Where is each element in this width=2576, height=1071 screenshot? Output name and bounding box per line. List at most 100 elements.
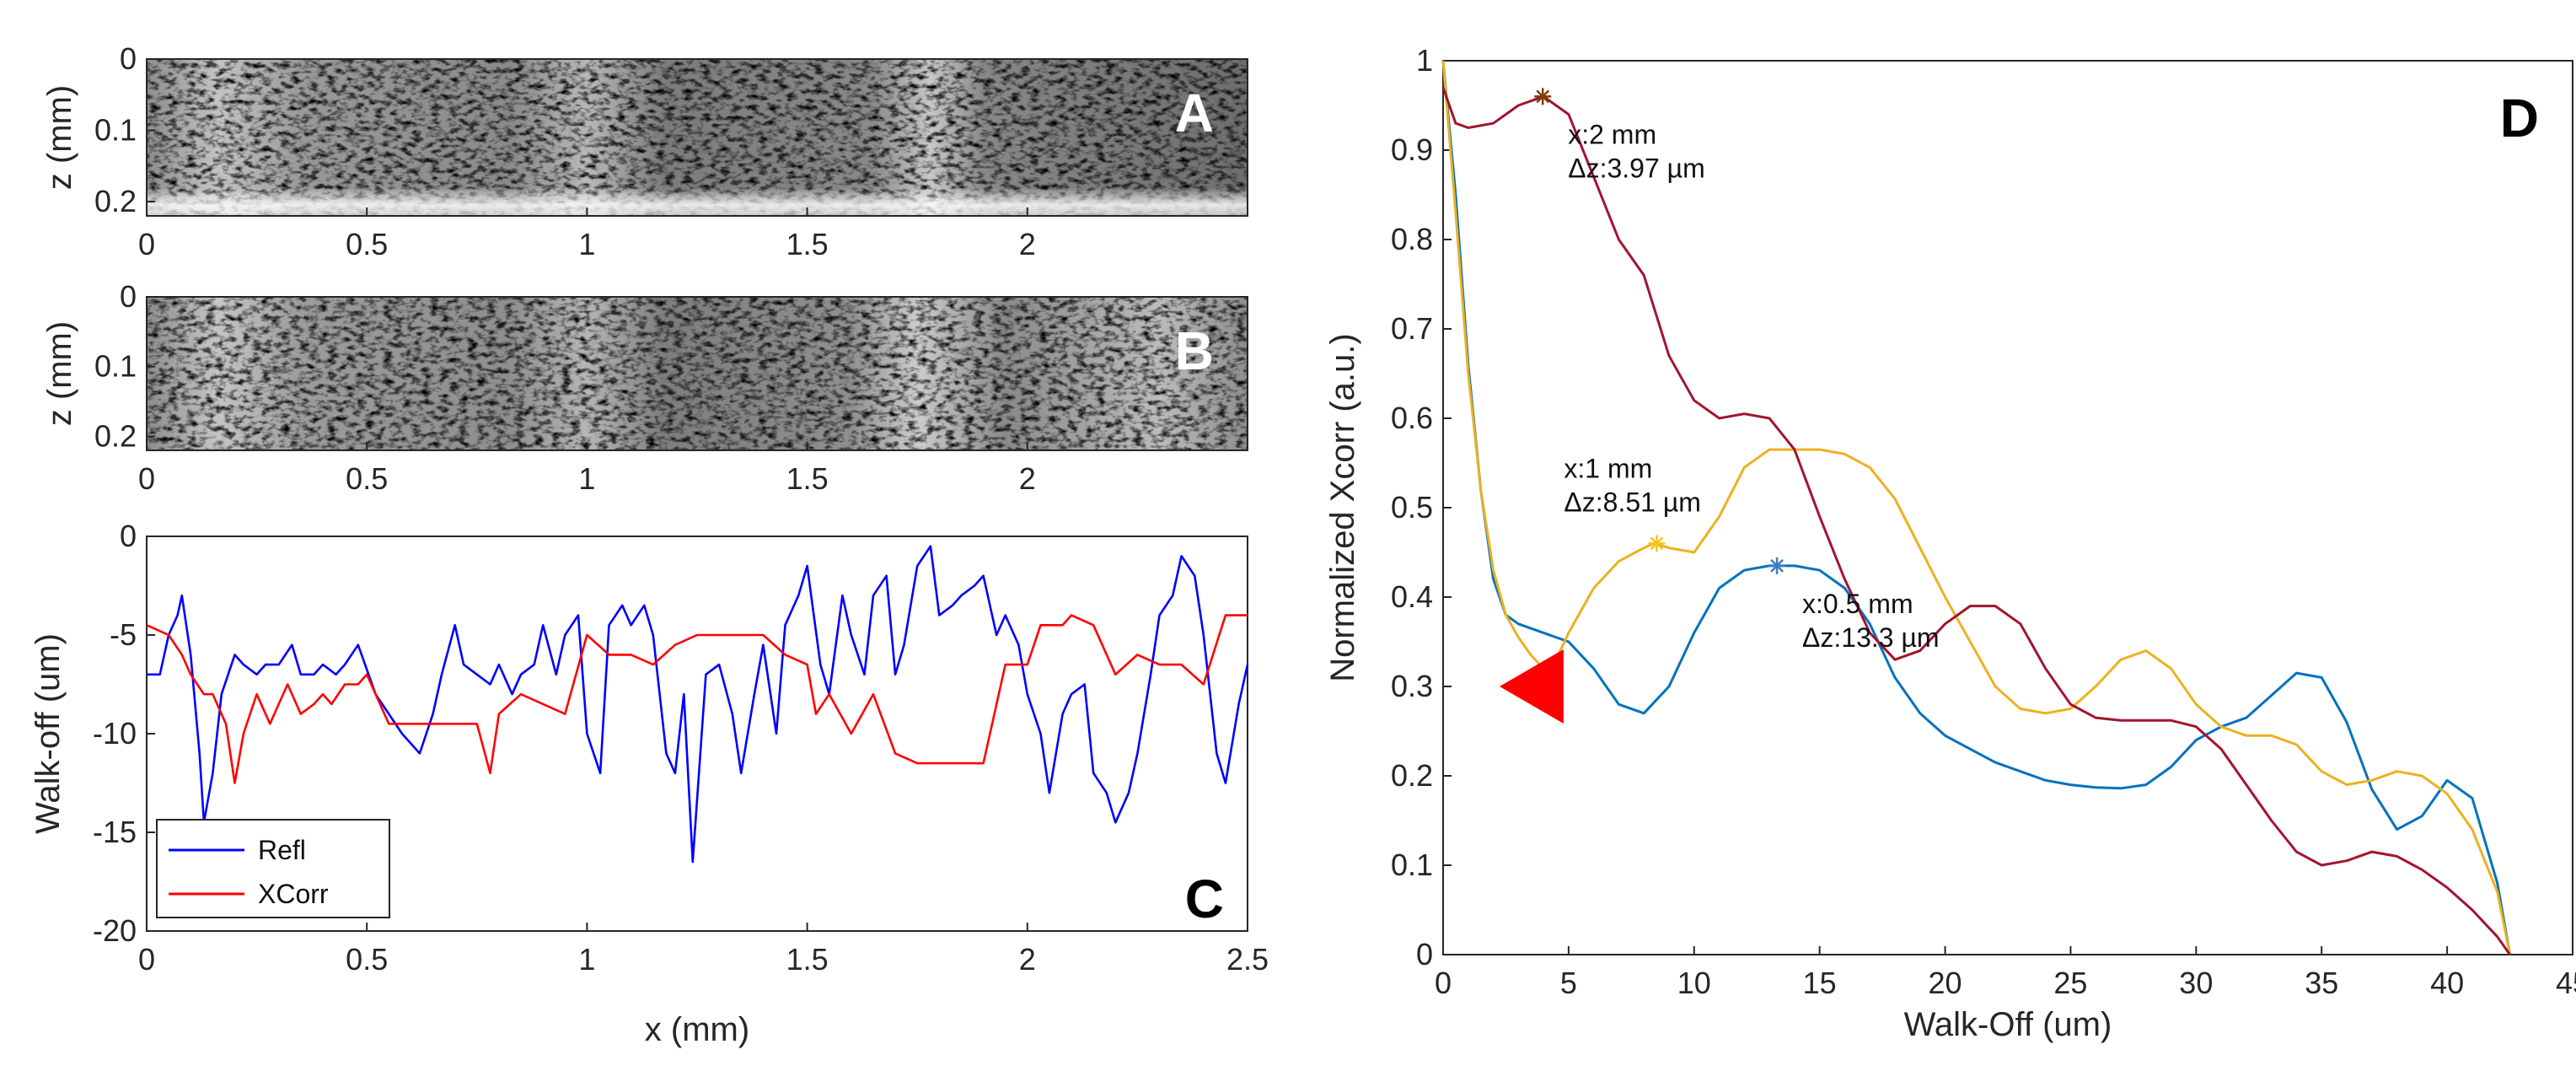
panel-c: 0 0.5 1 1.5 2 2.5 0 -5 -10 -15 -20 Refl XCorr x (… [30,519,1269,1048]
panel-c-xtick-label: 0 [138,942,155,977]
panel-d-xtick-label: 25 [2053,966,2087,1000]
panel-c-y-ticks: 0 -5 -10 -15 -20 [93,519,155,948]
panel-d-ytick-label: 0.3 [1391,669,1433,703]
panel-d-xtick-label: 30 [2179,966,2213,1000]
panel-d-marker-star [1770,559,1784,573]
panel-a-image-bottom-band [147,59,1248,216]
panel-c-series-line-xcorr [146,614,1248,784]
panel-d-series-line-2 [1441,87,2511,955]
panel-c-xtick-label: 0.5 [346,942,388,977]
panel-b-ytick-label: 0.2 [94,418,137,453]
panel-b-ytick-label: 0 [120,279,137,314]
panel-a-y-ticks: 0 0.1 0.2 [94,41,155,218]
panel-a-ytick-label: 0 [120,41,137,76]
panel-a-x-ticks: 0 0.5 1 1.5 2 [138,207,1036,261]
panel-a-frame [146,58,1248,217]
panel-d-xtick-label: 45 [2556,966,2576,1000]
panel-d-ytick-label: 0 [1416,937,1433,971]
panel-d-xtick-label: 40 [2430,966,2464,1000]
panel-a: 0 0.5 1 1.5 2 0 0.1 0.2 z (mm) A [41,41,1248,261]
panel-b-xtick-label: 0.5 [346,461,388,496]
panel-b-xtick-label: 1.5 [786,461,829,496]
panel-a-letter: A [1175,83,1214,143]
panel-a-xtick-label: 2 [1019,227,1036,261]
panel-c-xtick-label: 2.5 [1226,942,1269,977]
panel-c-letter: C [1185,869,1224,929]
panel-a-ytick-label: 0.1 [94,113,137,148]
panel-d-marker-star [1536,89,1550,104]
panel-b-image-speckle [147,297,1248,450]
panel-d-xtick-label: 10 [1677,966,1711,1000]
panel-d-xtick-label: 5 [1560,966,1577,1000]
panel-d-marker-1: x:1 mm Δz:8.51 µm [1564,453,1701,552]
panel-c-series [146,545,1249,864]
panel-c-xtick-label: 1 [578,942,595,977]
panel-d-ytick-label: 0.1 [1391,848,1433,882]
panel-d-ytick-label: 0.6 [1391,401,1433,435]
panel-d-marker-annotation: x:1 mm [1564,453,1652,483]
panel-d-series-line-0 [1441,60,2512,955]
panel-d-marker-annotation: x:0.5 mm [1802,589,1913,619]
panel-d-xtick-label: 0 [1435,966,1452,1000]
panel-c-ytick-label: -10 [93,716,137,751]
panel-b-xtick-label: 1 [578,461,595,496]
panel-d-marker-0: x:2 mm Δz:3.97 µm [1534,88,1705,183]
panel-c-ytick-label: -20 [93,913,137,948]
panel-c-ylabel: Walk-off (um) [30,633,67,834]
panel-d-ytick-label: 0.5 [1391,490,1433,525]
panel-d: 0 5 10 15 20 25 30 35 40 45 0 0.1 0.2 0.3 0.4 0.5 0.6 0.… [1324,43,2576,1043]
panel-b-ylabel: z (mm) [41,321,78,426]
panel-a-xtick-label: 1.5 [786,227,829,261]
panel-d-ytick-label: 0.7 [1391,311,1433,346]
panel-d-xtick-label: 20 [1929,966,1962,1000]
panel-b-frame [146,296,1248,451]
panel-b-x-ticks: 0 0.5 1 1.5 2 [138,442,1036,496]
panel-d-letter: D [2500,88,2539,148]
panel-d-marker-annotation: Δz:13.3 µm [1802,622,1940,653]
panel-d-xtick-label: 35 [2305,966,2338,1000]
panel-c-xtick-label: 1.5 [786,942,829,977]
panel-c-legend-box [156,819,390,918]
panel-b-y-ticks: 0 0.1 0.2 [94,279,155,453]
panel-d-ylabel: Normalized Xcorr (a.u.) [1324,333,1361,681]
panel-d-ytick-label: 0.8 [1391,222,1433,256]
panel-b-xtick-label: 0 [138,461,155,496]
panel-c-legend: Refl XCorr [156,819,390,918]
panel-a-xtick-label: 0 [138,227,155,261]
panel-c-xtick-label: 2 [1019,942,1036,977]
panel-d-marker-star [1650,536,1664,551]
panel-d-x-ticks: 0 5 10 15 20 25 30 35 40 45 [1435,946,2576,1000]
panel-c-ytick-label: 0 [120,519,137,553]
panel-c-legend-label-xcorr: XCorr [258,879,329,909]
panel-d-ytick-label: 0.2 [1391,758,1433,793]
panel-b-ytick-label: 0.1 [94,349,137,384]
panel-c-legend-label-refl: Refl [258,835,306,865]
panel-d-marker-annotation: Δz:8.51 µm [1564,487,1701,517]
panel-a-ytick-label: 0.2 [94,184,137,218]
panel-d-arrow [1499,649,1564,724]
panel-c-series-line-refl [147,545,1249,864]
panel-d-y-ticks: 0 0.1 0.2 0.3 0.4 0.5 0.6 0.7 0.8 0.9 1 [1391,43,1452,971]
panel-d-ytick-label: 0.9 [1391,132,1433,167]
panel-c-ytick-label: -15 [93,815,137,849]
panel-d-xtick-label: 15 [1803,966,1837,1000]
panel-b: 0 0.5 1 1.5 2 0 0.1 0.2 z (mm) B [41,279,1248,496]
panel-d-marker-annotation: Δz:3.97 µm [1568,153,1705,183]
panel-d-ytick-label: 1 [1416,43,1433,78]
panel-d-arrow-marker [1499,649,1564,724]
panel-c-xlabel: x (mm) [645,1011,749,1048]
panel-d-xlabel: Walk-Off (um) [1904,1006,2112,1043]
panel-a-ylabel: z (mm) [41,85,78,190]
panel-d-axes-box [1442,60,2573,955]
panel-b-letter: B [1175,320,1214,381]
panel-d-markers: x:2 mm Δz:3.97 µm x:1 mm Δz:8.51 µm x:0.5 mm… [1534,88,1940,653]
panel-b-xtick-label: 2 [1019,461,1036,496]
panel-d-marker-annotation: x:2 mm [1568,119,1656,149]
panel-d-ytick-label: 0.4 [1391,579,1433,614]
panel-a-xtick-label: 1 [578,227,595,261]
panel-c-x-ticks: 0 0.5 1 1.5 2 2.5 [138,923,1269,977]
panel-c-ytick-label: -5 [110,617,137,652]
panel-a-xtick-label: 0.5 [346,227,388,261]
